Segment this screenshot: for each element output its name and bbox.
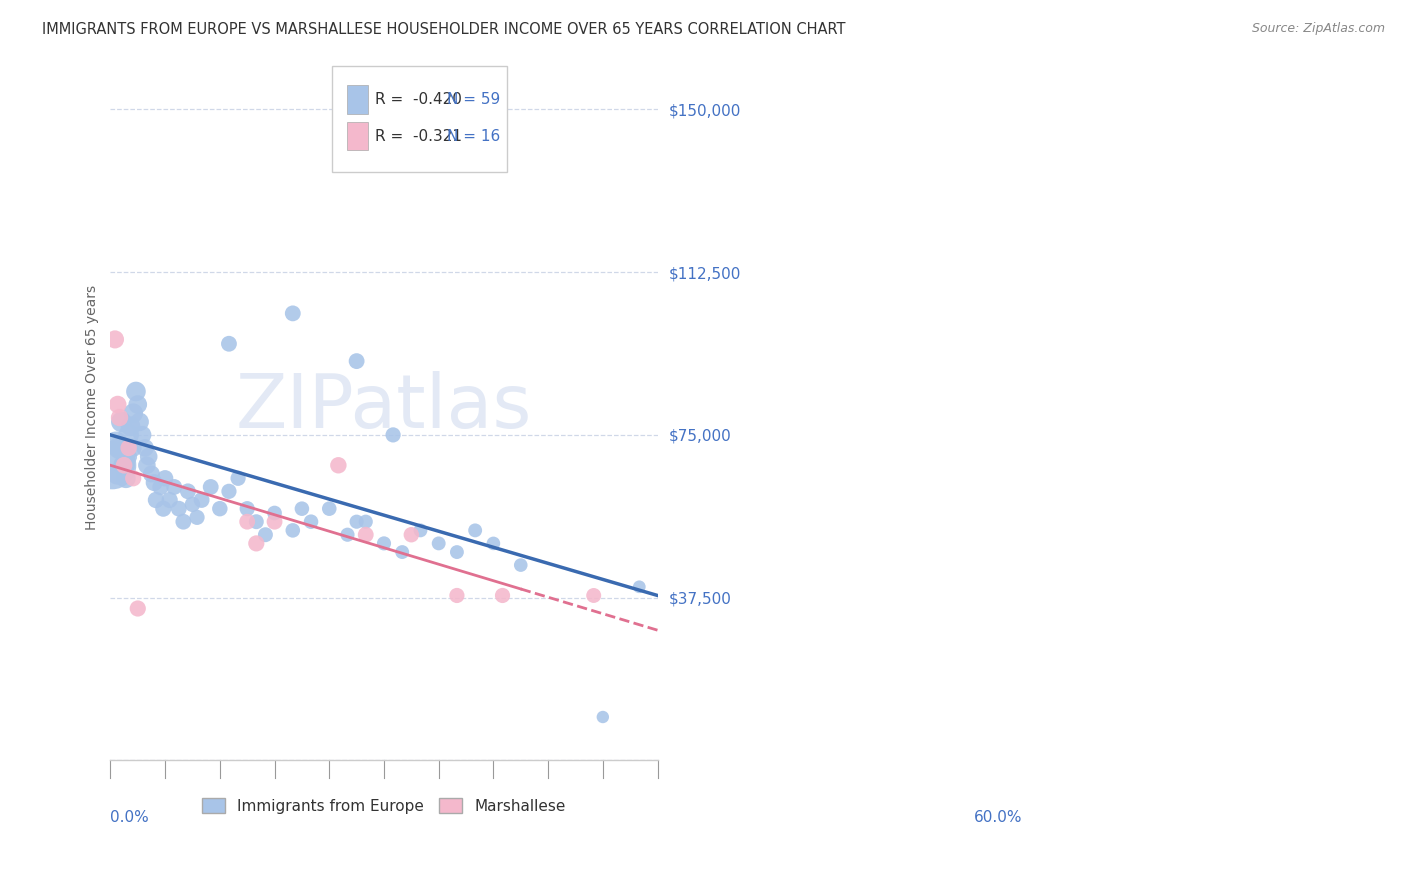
Point [373, 536, 395, 550]
Point [159, 493, 181, 508]
Point [509, 558, 531, 573]
Point [112, 458, 135, 473]
Text: 0.0%: 0.0% [111, 810, 149, 825]
Point [354, 527, 377, 541]
FancyBboxPatch shape [332, 66, 508, 171]
Point [143, 475, 166, 490]
Point [122, 406, 145, 420]
Point [582, 589, 605, 603]
Point [236, 501, 259, 516]
Legend: Immigrants from Europe, Marshallese: Immigrants from Europe, Marshallese [195, 791, 572, 820]
Point [107, 397, 129, 411]
FancyBboxPatch shape [347, 86, 368, 113]
Text: IMMIGRANTS FROM EUROPE VS MARSHALLESE HOUSEHOLDER INCOME OVER 65 YEARS CORRELATI: IMMIGRANTS FROM EUROPE VS MARSHALLESE HO… [42, 22, 845, 37]
Point [208, 501, 231, 516]
Point [245, 515, 267, 529]
Point [464, 524, 486, 538]
Point [409, 524, 432, 538]
Point [218, 336, 240, 351]
Point [628, 580, 651, 594]
Point [218, 484, 240, 499]
Point [446, 589, 468, 603]
Text: Source: ZipAtlas.com: Source: ZipAtlas.com [1251, 22, 1385, 36]
Point [482, 536, 505, 550]
Point [117, 450, 139, 464]
Point [163, 480, 186, 494]
Text: R =  -0.321: R = -0.321 [374, 128, 461, 144]
Text: 60.0%: 60.0% [974, 810, 1022, 825]
Point [245, 536, 267, 550]
Point [391, 545, 413, 559]
Point [177, 484, 200, 499]
Point [318, 501, 340, 516]
Point [346, 354, 368, 368]
Point [121, 441, 143, 455]
Point [112, 458, 135, 473]
Point [226, 471, 249, 485]
Text: N = 59: N = 59 [447, 92, 501, 107]
Point [135, 458, 157, 473]
Point [236, 515, 259, 529]
Point [263, 506, 285, 520]
Point [110, 415, 132, 429]
Point [127, 397, 149, 411]
Point [122, 471, 145, 485]
Point [108, 441, 131, 455]
Point [138, 450, 160, 464]
Point [107, 467, 129, 481]
Point [104, 333, 127, 347]
Text: R =  -0.420: R = -0.420 [374, 92, 461, 107]
Point [131, 428, 153, 442]
Point [592, 710, 614, 724]
Point [190, 493, 212, 508]
Point [153, 471, 176, 485]
Point [167, 501, 190, 516]
Point [354, 515, 377, 529]
Point [328, 458, 350, 473]
Text: N = 16: N = 16 [447, 128, 501, 144]
Point [186, 510, 208, 524]
Text: ZIPatlas: ZIPatlas [236, 371, 531, 444]
Point [427, 536, 450, 550]
Point [281, 306, 304, 320]
Point [291, 501, 314, 516]
Y-axis label: Householder Income Over 65 years: Householder Income Over 65 years [86, 285, 100, 531]
Point [172, 515, 194, 529]
Point [134, 441, 156, 455]
Point [401, 527, 423, 541]
Point [254, 527, 277, 541]
FancyBboxPatch shape [347, 122, 368, 151]
Point [145, 493, 167, 508]
Point [446, 545, 468, 559]
Point [127, 601, 149, 615]
Point [149, 480, 172, 494]
Point [108, 410, 131, 425]
Point [120, 419, 142, 434]
Point [336, 527, 359, 541]
Point [281, 524, 304, 538]
Point [491, 589, 513, 603]
Point [181, 497, 204, 511]
Point [346, 515, 368, 529]
Point [299, 515, 322, 529]
Point [382, 428, 405, 442]
Point [117, 441, 139, 455]
Point [101, 458, 124, 473]
Point [104, 436, 127, 450]
Point [128, 415, 150, 429]
Point [125, 384, 148, 399]
Point [141, 467, 163, 481]
Point [117, 428, 139, 442]
Point [152, 501, 174, 516]
Point [115, 471, 138, 485]
Point [263, 515, 285, 529]
Point [200, 480, 222, 494]
